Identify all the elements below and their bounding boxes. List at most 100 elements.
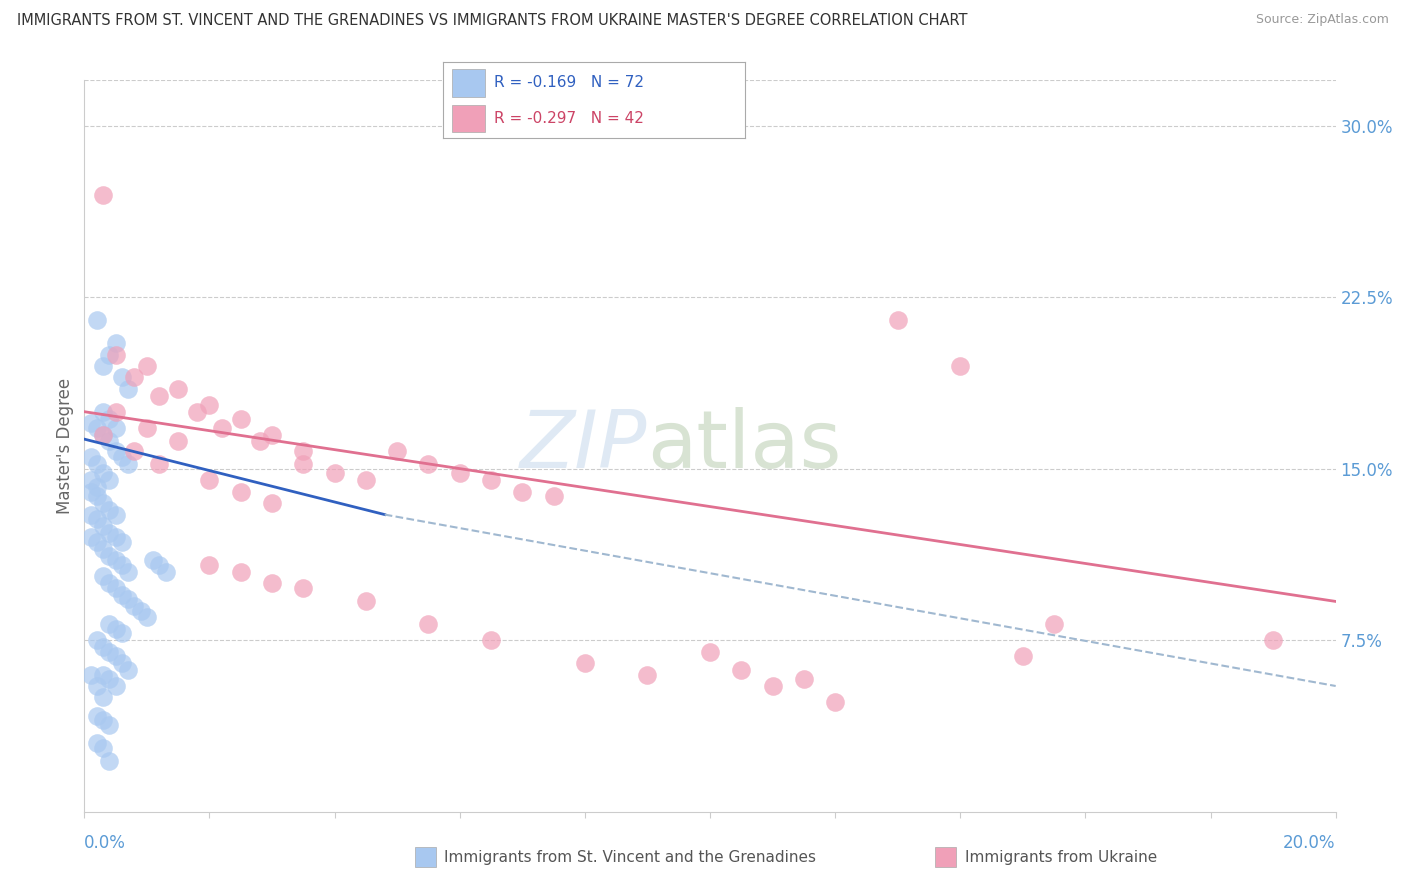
Point [86,708,108,723]
Point [79,530,101,544]
Point [91,519,114,533]
Point [211,420,233,434]
Point [167,382,190,396]
Point [292,458,315,472]
Point [91,427,114,442]
Text: 0.0%: 0.0% [84,834,127,852]
Point [98,672,121,686]
Point [1043,617,1066,632]
Point [323,467,346,481]
Point [449,467,471,481]
Bar [451,70,485,96]
Point [111,588,134,602]
Point [543,489,565,503]
Point [117,565,139,579]
Point [262,496,284,510]
Point [124,370,146,384]
Point [98,645,121,659]
Point [887,313,910,327]
Point [136,359,159,373]
Point [86,512,108,526]
Point [292,581,315,595]
Point [79,484,101,499]
Point [104,405,127,419]
Point [79,508,101,522]
Point [79,667,101,681]
Point [91,496,114,510]
Point [124,599,146,613]
Point [637,667,659,681]
Text: atlas: atlas [648,407,842,485]
Point [98,503,121,517]
Point [111,370,134,384]
Point [86,679,108,693]
Point [104,443,127,458]
Point [142,553,165,567]
Point [104,336,127,351]
Point [117,663,139,677]
Point [104,679,127,693]
Point [98,617,121,632]
Text: 20.0%: 20.0% [1284,834,1336,852]
Point [111,450,134,465]
Point [512,484,534,499]
Text: IMMIGRANTS FROM ST. VINCENT AND THE GRENADINES VS IMMIGRANTS FROM UKRAINE MASTER: IMMIGRANTS FROM ST. VINCENT AND THE GREN… [17,13,967,29]
Point [117,382,139,396]
Point [91,541,114,556]
Point [249,434,271,449]
Text: Source: ZipAtlas.com: Source: ZipAtlas.com [1256,13,1389,27]
Point [98,576,121,591]
Point [117,458,139,472]
Point [104,649,127,664]
Point [98,718,121,732]
Bar [451,105,485,132]
Point [730,663,752,677]
Point [91,714,114,728]
Point [167,434,190,449]
Point [98,525,121,540]
Point [198,558,221,572]
Point [86,489,108,503]
Point [98,411,121,425]
Point [91,187,114,202]
Point [479,633,502,648]
Point [699,645,721,659]
Point [418,617,440,632]
Point [104,420,127,434]
Point [129,603,152,617]
Point [86,535,108,549]
Point [949,359,972,373]
Point [574,656,596,670]
Point [1263,633,1285,648]
Text: Immigrants from Ukraine: Immigrants from Ukraine [965,850,1157,864]
Point [229,411,252,425]
Point [86,313,108,327]
Point [104,622,127,636]
Text: R = -0.297   N = 42: R = -0.297 N = 42 [495,111,644,126]
Point [198,473,221,487]
Point [117,592,139,607]
Text: Immigrants from St. Vincent and the Grenadines: Immigrants from St. Vincent and the Gren… [444,850,817,864]
Point [148,558,170,572]
Point [111,656,134,670]
Point [148,389,170,403]
Point [418,458,440,472]
Point [91,569,114,583]
Point [136,420,159,434]
Point [354,594,377,608]
Point [79,473,101,487]
Point [111,626,134,640]
Point [104,530,127,544]
Point [91,405,114,419]
Point [479,473,502,487]
Point [229,484,252,499]
Point [104,508,127,522]
Point [104,553,127,567]
Point [124,443,146,458]
Point [262,576,284,591]
Point [198,398,221,412]
Point [91,467,114,481]
Point [1012,649,1035,664]
Point [79,416,101,430]
Point [98,549,121,563]
